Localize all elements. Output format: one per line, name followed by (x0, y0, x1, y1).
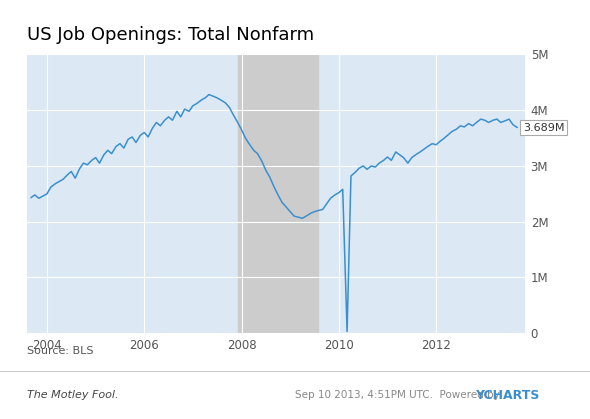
Text: YCHARTS: YCHARTS (476, 388, 540, 402)
Text: Sep 10 2013, 4:51PM UTC.  Powered by: Sep 10 2013, 4:51PM UTC. Powered by (295, 390, 500, 400)
Text: US Job Openings: Total Nonfarm: US Job Openings: Total Nonfarm (27, 26, 314, 44)
Text: 3.689M: 3.689M (523, 122, 565, 132)
Bar (238, 54, 319, 333)
Text: The Motley Fool.: The Motley Fool. (27, 390, 118, 400)
Text: Source: BLS: Source: BLS (27, 346, 93, 356)
